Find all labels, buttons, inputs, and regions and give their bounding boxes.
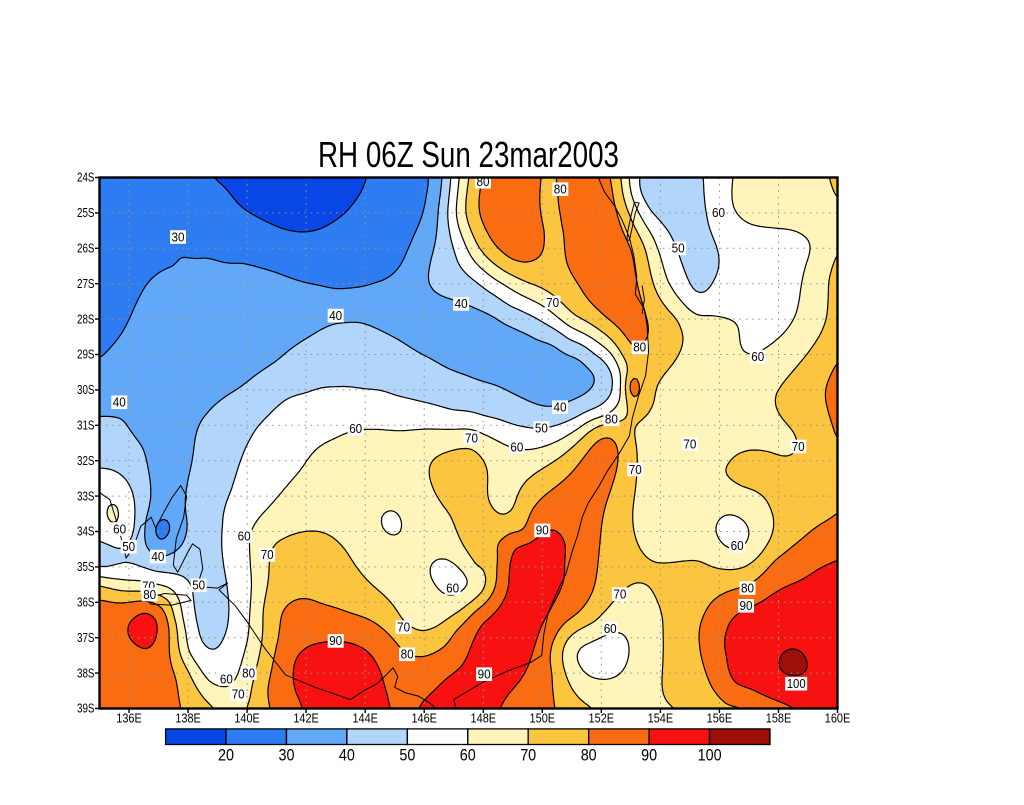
svg-text:35S: 35S — [77, 559, 95, 574]
svg-text:40: 40 — [455, 297, 468, 311]
svg-text:148E: 148E — [471, 711, 497, 726]
svg-text:70: 70 — [613, 588, 626, 602]
svg-text:70: 70 — [465, 431, 478, 445]
svg-text:60: 60 — [731, 539, 744, 553]
svg-text:80: 80 — [605, 413, 618, 427]
svg-text:RH 06Z Sun 23mar2003: RH 06Z Sun 23mar2003 — [318, 134, 619, 175]
svg-text:60: 60 — [460, 746, 476, 764]
svg-text:160E: 160E — [825, 711, 851, 726]
svg-text:60: 60 — [220, 672, 233, 686]
svg-text:144E: 144E — [352, 711, 378, 726]
svg-text:33S: 33S — [77, 488, 95, 503]
svg-text:60: 60 — [604, 622, 617, 636]
svg-text:80: 80 — [143, 588, 156, 602]
svg-text:156E: 156E — [707, 711, 733, 726]
svg-text:140E: 140E — [234, 711, 260, 726]
svg-text:90: 90 — [329, 634, 342, 648]
svg-text:50: 50 — [122, 540, 135, 554]
svg-text:37S: 37S — [77, 630, 95, 645]
svg-text:70: 70 — [261, 548, 274, 562]
svg-text:60: 60 — [751, 350, 764, 364]
svg-text:28S: 28S — [77, 311, 95, 326]
svg-text:90: 90 — [740, 599, 753, 613]
svg-text:80: 80 — [477, 175, 490, 189]
svg-text:38S: 38S — [77, 665, 95, 680]
svg-text:90: 90 — [536, 524, 549, 538]
svg-text:70: 70 — [546, 296, 559, 310]
svg-text:60: 60 — [446, 581, 459, 595]
svg-text:80: 80 — [581, 746, 597, 764]
svg-text:40: 40 — [554, 401, 567, 415]
svg-text:60: 60 — [712, 206, 725, 220]
svg-text:146E: 146E — [411, 711, 437, 726]
svg-text:70: 70 — [629, 463, 642, 477]
svg-text:50: 50 — [535, 421, 548, 435]
svg-text:100: 100 — [698, 746, 722, 764]
svg-text:50: 50 — [192, 579, 205, 593]
svg-text:60: 60 — [238, 529, 251, 543]
svg-text:40: 40 — [113, 396, 126, 410]
svg-text:20: 20 — [218, 746, 234, 764]
svg-text:70: 70 — [232, 688, 245, 702]
svg-text:60: 60 — [113, 522, 126, 536]
svg-text:24S: 24S — [77, 170, 95, 185]
svg-text:80: 80 — [401, 648, 414, 662]
svg-text:36S: 36S — [77, 595, 95, 610]
svg-text:142E: 142E — [293, 711, 319, 726]
svg-text:40: 40 — [339, 746, 355, 764]
svg-text:40: 40 — [329, 309, 342, 323]
svg-text:27S: 27S — [77, 276, 95, 291]
svg-text:90: 90 — [641, 746, 657, 764]
svg-text:70: 70 — [397, 620, 410, 634]
svg-text:31S: 31S — [77, 418, 95, 433]
svg-text:34S: 34S — [77, 524, 95, 539]
svg-text:60: 60 — [510, 441, 523, 455]
svg-text:80: 80 — [633, 341, 646, 355]
svg-text:70: 70 — [520, 746, 536, 764]
svg-text:40: 40 — [151, 550, 164, 564]
svg-text:80: 80 — [242, 666, 255, 680]
svg-text:150E: 150E — [530, 711, 556, 726]
svg-text:152E: 152E — [589, 711, 615, 726]
svg-text:136E: 136E — [116, 711, 142, 726]
svg-text:30: 30 — [172, 230, 185, 244]
svg-text:30S: 30S — [77, 382, 95, 397]
svg-text:138E: 138E — [175, 711, 201, 726]
svg-text:32S: 32S — [77, 453, 95, 468]
svg-text:30: 30 — [279, 746, 295, 764]
svg-text:29S: 29S — [77, 347, 95, 362]
svg-text:25S: 25S — [77, 205, 95, 220]
svg-text:90: 90 — [478, 668, 491, 682]
svg-text:80: 80 — [554, 183, 567, 197]
svg-text:39S: 39S — [77, 701, 95, 716]
svg-text:158E: 158E — [766, 711, 792, 726]
svg-text:70: 70 — [683, 437, 696, 451]
svg-text:60: 60 — [349, 422, 362, 436]
svg-text:154E: 154E — [648, 711, 674, 726]
svg-text:100: 100 — [787, 677, 806, 691]
svg-text:50: 50 — [399, 746, 415, 764]
svg-text:26S: 26S — [77, 241, 95, 256]
svg-text:80: 80 — [741, 581, 754, 595]
svg-text:70: 70 — [792, 440, 805, 454]
svg-text:50: 50 — [672, 242, 685, 256]
